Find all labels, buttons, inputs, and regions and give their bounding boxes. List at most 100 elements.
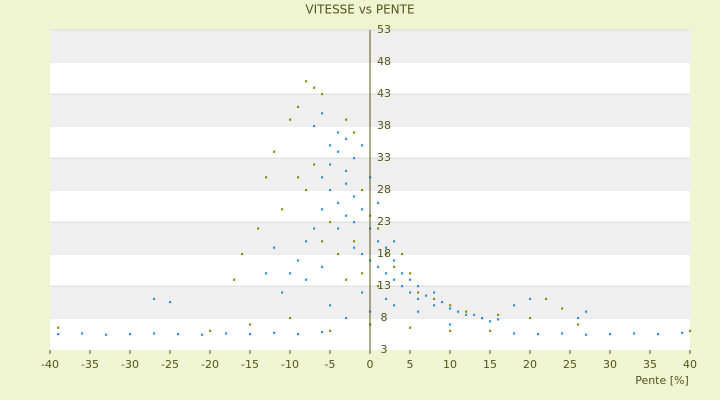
point <box>313 125 316 128</box>
x-tick-label: 35 <box>643 358 657 371</box>
y-tick-label: 43 <box>377 87 391 100</box>
point <box>289 317 292 320</box>
x-tick-label: -15 <box>241 358 259 371</box>
point <box>337 150 340 153</box>
point <box>313 86 316 89</box>
x-tick-label: 15 <box>483 358 497 371</box>
point <box>289 272 292 275</box>
point <box>449 323 452 326</box>
point <box>433 297 436 300</box>
y-tick-label: 28 <box>377 183 391 196</box>
point <box>417 310 420 313</box>
point <box>281 291 284 294</box>
point <box>377 201 380 204</box>
point <box>321 93 324 96</box>
x-tick-label: -25 <box>161 358 179 371</box>
point <box>393 240 396 243</box>
point <box>345 182 348 185</box>
point <box>513 332 516 335</box>
point <box>313 227 316 230</box>
y-tick-label: 33 <box>377 151 391 164</box>
point <box>305 278 308 281</box>
point <box>105 333 108 336</box>
y-tick-label: 38 <box>377 119 391 132</box>
y-tick-label: 48 <box>377 55 391 68</box>
point <box>409 291 412 294</box>
point <box>409 326 412 329</box>
point <box>585 310 588 313</box>
point <box>577 323 580 326</box>
point <box>337 227 340 230</box>
point <box>321 265 324 268</box>
point <box>561 307 564 310</box>
point <box>345 137 348 140</box>
x-tick-label: -35 <box>81 358 99 371</box>
point <box>329 221 332 224</box>
point <box>337 201 340 204</box>
point <box>401 285 404 288</box>
point <box>265 272 268 275</box>
point <box>169 301 172 304</box>
point <box>377 285 380 288</box>
point <box>361 253 364 256</box>
point <box>153 297 156 300</box>
point <box>361 144 364 147</box>
point <box>385 297 388 300</box>
point <box>353 221 356 224</box>
point <box>585 333 588 336</box>
point <box>321 112 324 115</box>
point <box>425 294 428 297</box>
point <box>81 332 84 335</box>
point <box>449 329 452 332</box>
x-tick-label: -30 <box>121 358 139 371</box>
y-tick-label: 53 <box>377 23 391 36</box>
x-tick-label: -40 <box>41 358 59 371</box>
point <box>337 131 340 134</box>
x-axis-label: Pente [%] <box>635 374 689 387</box>
point <box>201 333 204 336</box>
point <box>633 332 636 335</box>
point <box>473 313 476 316</box>
point <box>513 304 516 307</box>
point <box>305 240 308 243</box>
point <box>401 253 404 256</box>
point <box>681 331 684 334</box>
point <box>265 176 268 179</box>
point <box>385 246 388 249</box>
point <box>345 118 348 121</box>
point <box>401 272 404 275</box>
y-tick-label: 13 <box>377 279 391 292</box>
point <box>345 214 348 217</box>
point <box>529 297 532 300</box>
point <box>393 259 396 262</box>
point <box>361 189 364 192</box>
point <box>561 332 564 335</box>
point <box>321 208 324 211</box>
point <box>241 253 244 256</box>
point <box>529 317 532 320</box>
point <box>481 317 484 320</box>
point <box>449 304 452 307</box>
x-tick-label: 20 <box>523 358 537 371</box>
point <box>225 332 228 335</box>
point <box>321 331 324 334</box>
point <box>321 240 324 243</box>
x-tick-label: 40 <box>683 358 697 371</box>
point <box>345 317 348 320</box>
point <box>353 131 356 134</box>
point <box>361 291 364 294</box>
point <box>433 291 436 294</box>
point <box>329 189 332 192</box>
point <box>377 240 380 243</box>
point <box>609 333 612 336</box>
point <box>353 157 356 160</box>
point <box>249 333 252 336</box>
point <box>433 304 436 307</box>
point <box>249 323 252 326</box>
y-tick-label: 8 <box>381 311 388 324</box>
point <box>393 304 396 307</box>
point <box>273 246 276 249</box>
x-tick-label: -20 <box>201 358 219 371</box>
point <box>393 278 396 281</box>
point <box>489 329 492 332</box>
